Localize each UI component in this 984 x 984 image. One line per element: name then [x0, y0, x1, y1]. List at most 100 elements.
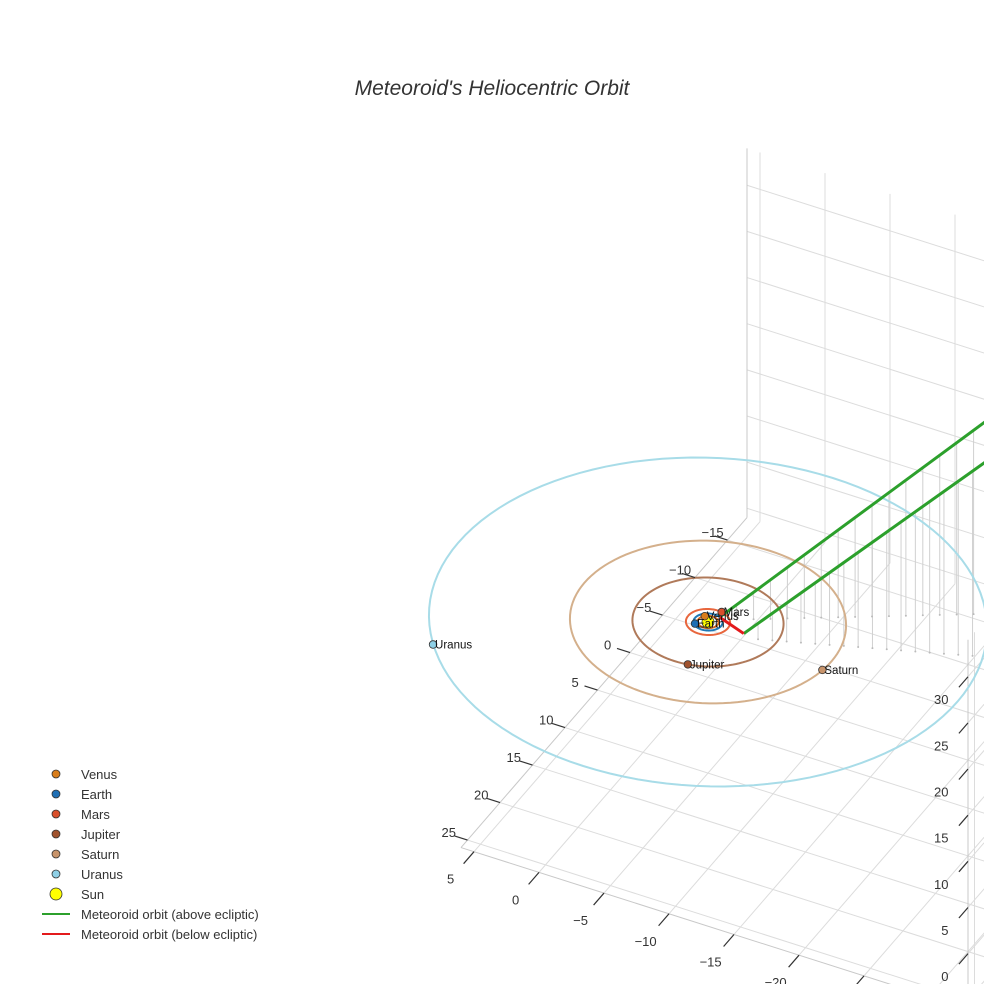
- dropline-foot: [887, 615, 890, 618]
- legend-label: Venus: [81, 767, 118, 782]
- dropline-foot: [735, 618, 738, 621]
- planet-label: Earth: [697, 619, 725, 631]
- z-tick-mark: [958, 814, 969, 827]
- z-tick-mark: [958, 860, 969, 873]
- legend-marker: [51, 809, 61, 819]
- legend-item: Meteoroid orbit (below ecliptic): [42, 927, 257, 942]
- wall-gridline-z: [746, 369, 984, 446]
- floor-gridline-x: [603, 562, 891, 894]
- dropline-foot: [885, 648, 888, 651]
- dropline-foot: [757, 638, 760, 641]
- chart-title: Meteoroid's Heliocentric Orbit: [355, 77, 631, 100]
- dropline-foot: [814, 642, 817, 645]
- dropline-foot: [972, 613, 975, 616]
- legend-marker: [51, 869, 61, 879]
- x-tick-mark: [528, 871, 540, 885]
- dropline-foot: [921, 614, 924, 617]
- dropline-foot: [828, 643, 831, 646]
- z-tick-mark: [958, 907, 969, 919]
- y-tick-label: 10: [539, 712, 553, 727]
- y-tick-label: 25: [442, 825, 456, 840]
- orbit-path: [427, 456, 984, 788]
- legend-marker: [49, 887, 63, 901]
- y-tick-label: 5: [572, 675, 579, 690]
- dropline-foot: [971, 654, 974, 657]
- z-tick-label: 30: [934, 692, 948, 707]
- z-tick-label: 5: [941, 923, 948, 938]
- dropline-foot: [769, 617, 772, 620]
- dropline-foot: [871, 647, 874, 650]
- legend-label: Jupiter: [81, 827, 121, 842]
- legend-label: Uranus: [81, 867, 123, 882]
- y-tick-mark: [519, 760, 533, 766]
- orbit-path: [568, 539, 848, 705]
- z-tick-label: 0: [941, 969, 948, 984]
- y-tick-mark: [714, 535, 728, 541]
- planet-label: Saturn: [824, 665, 858, 677]
- meteoroid-segment: [718, 420, 984, 619]
- wall-gridline-z: [746, 230, 984, 308]
- planet-marker: [690, 619, 700, 628]
- floor-gridline-y: [532, 764, 984, 910]
- dropline-foot: [803, 617, 806, 620]
- x-tick-mark: [658, 913, 670, 927]
- y-tick-label: 20: [474, 787, 488, 802]
- x-tick-mark: [788, 954, 800, 968]
- orbit-path: [631, 576, 785, 668]
- legend-label: Meteoroid orbit (below ecliptic): [81, 927, 257, 942]
- x-tick-label: 0: [512, 892, 519, 907]
- legend-item: Meteoroid orbit (above ecliptic): [42, 907, 259, 922]
- floor-gridline-y: [499, 802, 984, 958]
- floor-gridline-x: [538, 542, 826, 873]
- y-tick-label: 15: [507, 750, 521, 765]
- legend-item: Saturn: [51, 847, 119, 862]
- dropline-foot: [771, 639, 774, 642]
- floor-gridline-y: [694, 577, 984, 671]
- legend-item: Venus: [51, 767, 118, 782]
- y-tick-label: 0: [604, 637, 611, 652]
- floor-gridline-x: [668, 583, 956, 915]
- wall-gridline-z: [746, 507, 984, 585]
- y-tick-mark: [649, 610, 663, 616]
- legend-marker: [51, 769, 61, 779]
- y-tick-mark: [454, 835, 468, 841]
- legend-item: Sun: [49, 887, 104, 902]
- dropline-foot: [871, 615, 874, 618]
- x-tick-label: 5: [447, 872, 454, 887]
- legend-item: Earth: [51, 787, 112, 802]
- x-tick-label: −10: [635, 934, 657, 949]
- dropline-foot: [854, 615, 857, 618]
- legend-marker: [51, 829, 61, 839]
- wall-gridline-z: [746, 323, 984, 400]
- floor-gridline-x: [733, 645, 984, 935]
- z-tick-label: 15: [934, 831, 948, 846]
- legend-label: Meteoroid orbit (above ecliptic): [81, 907, 259, 922]
- x-tick-label: −5: [573, 913, 588, 928]
- z-tick-mark: [958, 953, 969, 965]
- dropline-foot: [904, 614, 907, 617]
- dropline-foot: [820, 616, 823, 619]
- y-tick-mark: [551, 722, 566, 729]
- floor-gridline-x: [939, 932, 984, 984]
- planet-marker: [700, 611, 709, 621]
- legend-marker: [51, 849, 61, 859]
- z-tick-label: 20: [934, 785, 948, 800]
- meteoroid-orbit: [718, 420, 984, 635]
- axis-ticks: −30−25−20−15−10−505−15−10−50510152025−50…: [442, 525, 969, 984]
- x-tick-mark: [463, 851, 475, 865]
- y-tick-mark: [616, 647, 631, 654]
- legend-label: Saturn: [81, 847, 119, 862]
- wall-gridline-z: [746, 461, 984, 539]
- z-tick-label: 25: [934, 738, 948, 753]
- wall-gridline-z: [746, 415, 984, 493]
- box-edge: [460, 847, 892, 984]
- axes-grid: [460, 148, 984, 984]
- floor-gridline-y: [727, 539, 984, 623]
- legend-marker: [51, 789, 61, 799]
- planet-label: Jupiter: [690, 659, 725, 671]
- dropline-foot: [957, 653, 960, 656]
- floor-gridline-y: [564, 727, 984, 862]
- dropline-foot: [938, 613, 941, 616]
- floor-gridline-y: [597, 689, 984, 814]
